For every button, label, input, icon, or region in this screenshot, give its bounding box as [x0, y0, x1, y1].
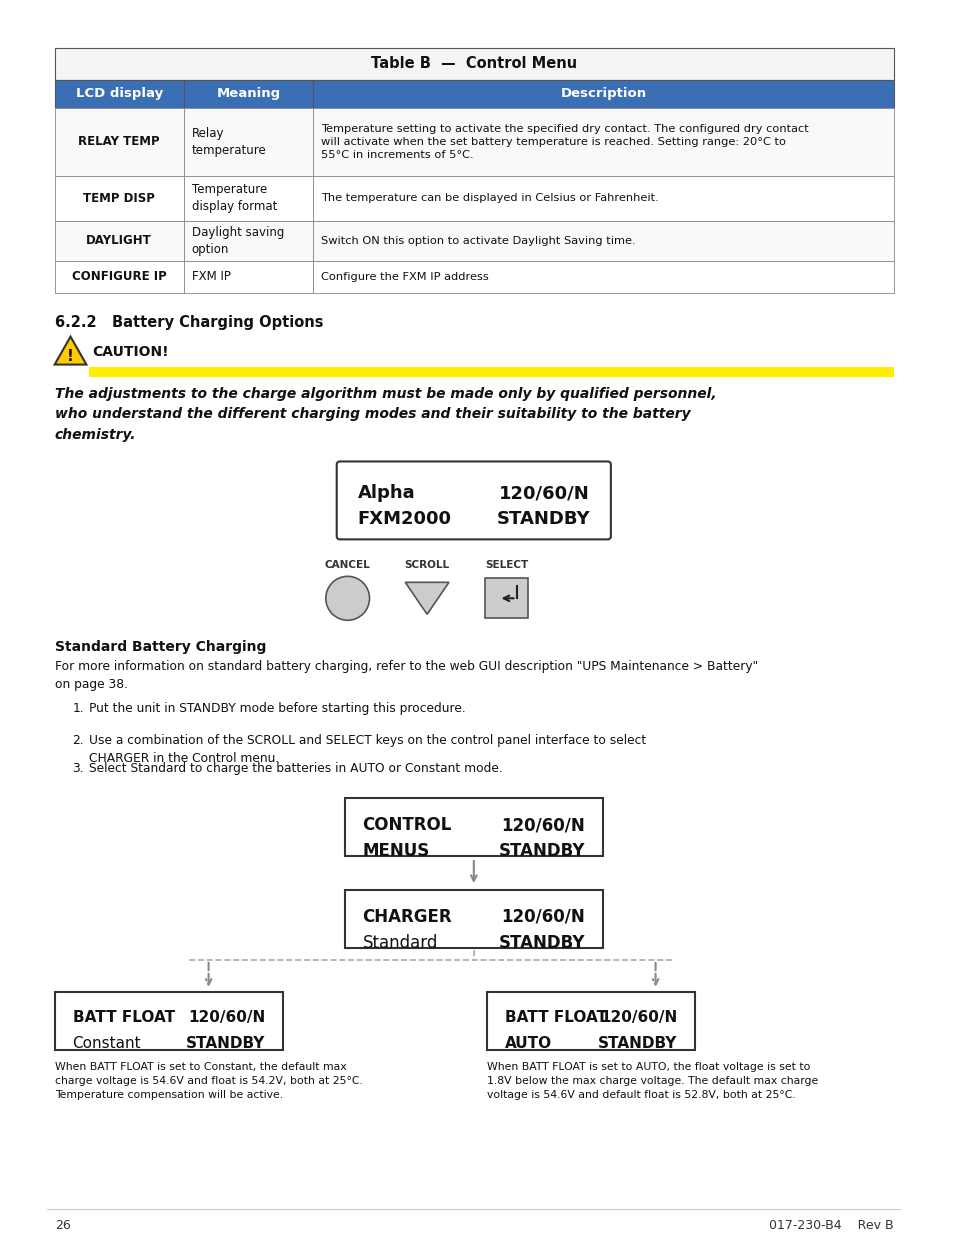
- Text: Alpha: Alpha: [357, 484, 415, 503]
- Bar: [184, 80, 313, 107]
- Circle shape: [326, 577, 369, 620]
- Text: Meaning: Meaning: [216, 88, 280, 100]
- Text: Switch ON this option to activate Daylight Saving time.: Switch ON this option to activate Daylig…: [320, 236, 635, 246]
- Text: 26: 26: [54, 1219, 71, 1231]
- Text: The temperature can be displayed in Celsius or Fahrenheit.: The temperature can be displayed in Cels…: [320, 193, 658, 204]
- Text: BATT FLOAT: BATT FLOAT: [504, 1010, 606, 1025]
- Bar: [184, 107, 313, 175]
- Text: When BATT FLOAT is set to AUTO, the float voltage is set to
1.8V below the max c: When BATT FLOAT is set to AUTO, the floa…: [486, 1062, 817, 1099]
- Bar: [54, 221, 184, 261]
- Text: TEMP DISP: TEMP DISP: [83, 191, 155, 205]
- Bar: [484, 578, 528, 619]
- Bar: [54, 80, 184, 107]
- Text: Standard Battery Charging: Standard Battery Charging: [54, 640, 266, 655]
- Text: CHARGER: CHARGER: [362, 908, 452, 926]
- Text: 120/60/N: 120/60/N: [188, 1010, 265, 1025]
- Text: Temperature setting to activate the specified dry contact. The configured dry co: Temperature setting to activate the spec…: [320, 124, 808, 161]
- Text: DAYLIGHT: DAYLIGHT: [86, 235, 152, 247]
- Bar: [313, 80, 893, 107]
- Text: CONTROL: CONTROL: [362, 816, 452, 834]
- Bar: [313, 261, 893, 293]
- Bar: [313, 107, 893, 175]
- Text: 120/60/N: 120/60/N: [599, 1010, 677, 1025]
- Text: Temperature
display format: Temperature display format: [192, 183, 276, 214]
- Text: CAUTION!: CAUTION!: [92, 345, 169, 358]
- Text: Constant: Constant: [72, 1036, 141, 1051]
- Text: Description: Description: [559, 88, 646, 100]
- Text: 017-230-B4    Rev B: 017-230-B4 Rev B: [768, 1219, 893, 1231]
- Bar: [54, 261, 184, 293]
- Text: STANDBY: STANDBY: [186, 1036, 265, 1051]
- Text: SCROLL: SCROLL: [404, 561, 449, 571]
- Text: 120/60/N: 120/60/N: [500, 816, 584, 834]
- Text: AUTO: AUTO: [504, 1036, 551, 1051]
- Text: Configure the FXM IP address: Configure the FXM IP address: [320, 272, 488, 282]
- Text: LCD display: LCD display: [75, 88, 163, 100]
- Text: STANDBY: STANDBY: [498, 842, 584, 860]
- Text: Use a combination of the SCROLL and SELECT keys on the control panel interface t: Use a combination of the SCROLL and SELE…: [90, 734, 646, 766]
- FancyBboxPatch shape: [336, 462, 610, 540]
- Bar: [54, 48, 893, 80]
- Bar: [184, 175, 313, 221]
- Text: 120/60/N: 120/60/N: [498, 484, 589, 503]
- Bar: [344, 798, 602, 856]
- Text: SELECT: SELECT: [484, 561, 528, 571]
- Text: 1.: 1.: [72, 703, 84, 715]
- Bar: [184, 221, 313, 261]
- Text: 3.: 3.: [72, 762, 84, 776]
- Text: Select Standard to charge the batteries in AUTO or Constant mode.: Select Standard to charge the batteries …: [90, 762, 502, 776]
- Text: For more information on standard battery charging, refer to the web GUI descript: For more information on standard battery…: [54, 661, 757, 692]
- Bar: [54, 107, 184, 175]
- Text: Put the unit in STANDBY mode before starting this procedure.: Put the unit in STANDBY mode before star…: [90, 703, 466, 715]
- Text: Daylight saving
option: Daylight saving option: [192, 226, 284, 256]
- Text: 2.: 2.: [72, 734, 84, 747]
- Bar: [486, 992, 695, 1050]
- Text: When BATT FLOAT is set to Constant, the default max
charge voltage is 54.6V and : When BATT FLOAT is set to Constant, the …: [54, 1062, 362, 1099]
- Text: FXM2000: FXM2000: [357, 510, 451, 529]
- Text: MENUS: MENUS: [362, 842, 430, 860]
- Bar: [90, 367, 893, 377]
- Bar: [184, 261, 313, 293]
- Text: RELAY TEMP: RELAY TEMP: [78, 136, 160, 148]
- Text: STANDBY: STANDBY: [496, 510, 589, 529]
- Polygon shape: [54, 337, 87, 364]
- Text: FXM IP: FXM IP: [192, 270, 231, 283]
- Text: STANDBY: STANDBY: [598, 1036, 677, 1051]
- Text: !: !: [67, 350, 74, 364]
- Text: Standard: Standard: [362, 934, 437, 952]
- Text: The adjustments to the charge algorithm must be made only by qualified personnel: The adjustments to the charge algorithm …: [54, 387, 716, 442]
- Text: CANCEL: CANCEL: [324, 561, 370, 571]
- Bar: [54, 175, 184, 221]
- Text: CONFIGURE IP: CONFIGURE IP: [71, 270, 167, 283]
- Text: BATT FLOAT: BATT FLOAT: [72, 1010, 174, 1025]
- Text: Relay
temperature: Relay temperature: [192, 127, 266, 157]
- Bar: [54, 992, 283, 1050]
- Text: 120/60/N: 120/60/N: [500, 908, 584, 926]
- Bar: [344, 890, 602, 948]
- Bar: [313, 175, 893, 221]
- Bar: [313, 221, 893, 261]
- Text: STANDBY: STANDBY: [498, 934, 584, 952]
- Text: Table B  —  Control Menu: Table B — Control Menu: [371, 57, 577, 72]
- Text: 6.2.2   Battery Charging Options: 6.2.2 Battery Charging Options: [54, 315, 323, 330]
- Polygon shape: [405, 583, 449, 614]
